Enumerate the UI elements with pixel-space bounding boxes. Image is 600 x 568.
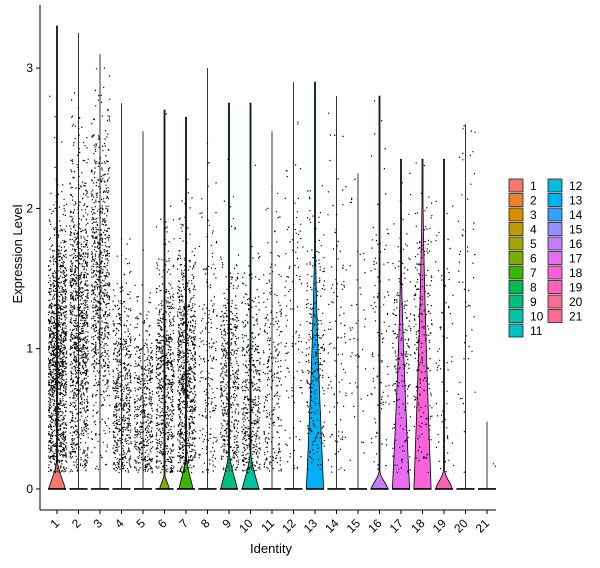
legend-swatch-10 <box>508 309 524 323</box>
legend-label-15: 15 <box>569 223 583 237</box>
x-tick-label-20: 20 <box>451 516 471 536</box>
x-tick-label-9: 9 <box>219 516 234 531</box>
violins-layer <box>47 25 497 490</box>
legend-swatch-16 <box>547 236 563 251</box>
points-4 <box>112 238 132 474</box>
legend-swatch-17 <box>547 251 563 265</box>
points-6 <box>155 113 175 474</box>
legend-label-10: 10 <box>530 310 544 324</box>
x-tick-label-5: 5 <box>133 516 148 531</box>
legend-swatch-2 <box>508 193 524 207</box>
legend-label-8: 8 <box>530 281 537 295</box>
x-tick-label-18: 18 <box>408 516 428 536</box>
y-tick-label-1: 1 <box>26 342 33 356</box>
x-tick-label-10: 10 <box>236 516 256 536</box>
legend-label-5: 5 <box>530 237 537 251</box>
legend-label-11: 11 <box>530 324 543 338</box>
legend-label-13: 13 <box>569 194 583 208</box>
violin-13 <box>305 81 325 490</box>
legend-swatch-12 <box>547 178 563 193</box>
violin-16 <box>370 95 389 490</box>
x-tick-label-19: 19 <box>430 516 450 536</box>
legend-label-2: 2 <box>530 194 537 208</box>
x-tick-label-7: 7 <box>176 516 191 531</box>
x-tick-label-6: 6 <box>155 516 170 531</box>
legend-swatch-1 <box>508 178 524 193</box>
x-tick-label-3: 3 <box>90 516 105 531</box>
legend-swatch-21 <box>547 309 563 323</box>
x-tick-label-11: 11 <box>258 516 277 535</box>
points-21 <box>492 463 496 467</box>
x-tick-label-12: 12 <box>279 516 299 536</box>
points-2 <box>69 92 89 473</box>
points-10 <box>241 164 261 474</box>
points-12 <box>284 121 304 469</box>
points-8 <box>198 142 218 474</box>
x-tick-label-15: 15 <box>344 516 364 536</box>
legend-label-4: 4 <box>530 223 537 237</box>
x-tick-label-17: 17 <box>387 516 407 536</box>
legend-label-16: 16 <box>569 237 583 251</box>
x-tick-label-14: 14 <box>322 516 342 536</box>
legend-swatch-3 <box>508 207 524 222</box>
legend-swatch-20 <box>547 294 563 309</box>
points-3 <box>90 67 111 470</box>
violin-9 <box>220 102 238 490</box>
x-tick-label-1: 1 <box>47 516 62 531</box>
violin-19 <box>435 158 453 490</box>
y-tick-label-2: 2 <box>26 201 33 215</box>
x-tick-label-2: 2 <box>69 516 84 531</box>
points-5 <box>133 249 154 474</box>
legend-label-14: 14 <box>569 208 583 222</box>
points-17 <box>392 172 412 473</box>
points-13 <box>305 185 326 471</box>
points-9 <box>219 158 240 472</box>
legend-label-17: 17 <box>569 252 583 266</box>
x-tick-label-13: 13 <box>301 516 321 536</box>
legend-swatch-19 <box>547 280 563 294</box>
points-11 <box>262 186 283 472</box>
legend-swatch-15 <box>547 222 563 236</box>
legend-swatch-8 <box>508 280 524 294</box>
x-tick-label-4: 4 <box>112 516 127 531</box>
legend-swatch-13 <box>547 193 563 207</box>
legend-label-18: 18 <box>569 266 583 280</box>
x-tick-label-21: 21 <box>473 516 493 536</box>
legend-label-7: 7 <box>530 266 537 280</box>
legend-swatch-7 <box>508 265 524 280</box>
x-tick-label-8: 8 <box>198 516 213 531</box>
legend-swatch-9 <box>508 294 524 309</box>
y-tick-label-0: 0 <box>26 482 33 496</box>
points-15 <box>349 178 369 461</box>
legend-swatch-5 <box>508 236 524 251</box>
legend-label-1: 1 <box>530 179 537 193</box>
legend-label-6: 6 <box>530 252 537 266</box>
legend-swatch-11 <box>508 323 524 338</box>
points-1 <box>47 95 68 474</box>
y-axis-title: Expression Level <box>10 204 25 303</box>
points-layer <box>47 67 496 474</box>
points-14 <box>327 112 347 473</box>
legend-label-12: 12 <box>569 179 583 193</box>
legend-label-21: 21 <box>569 310 583 324</box>
legend-label-3: 3 <box>530 208 537 222</box>
x-axis-title: Identity <box>250 541 292 556</box>
legend-label-9: 9 <box>530 295 537 309</box>
x-tick-label-16: 16 <box>365 516 385 536</box>
legend-swatch-4 <box>508 222 524 236</box>
legend-swatch-18 <box>547 265 563 280</box>
legend-swatch-6 <box>508 251 524 265</box>
legend-swatch-14 <box>547 207 563 222</box>
points-7 <box>176 178 197 474</box>
y-tick-label-3: 3 <box>26 61 33 75</box>
legend-label-20: 20 <box>569 295 583 309</box>
points-20 <box>457 125 476 473</box>
legend-label-19: 19 <box>569 281 583 295</box>
